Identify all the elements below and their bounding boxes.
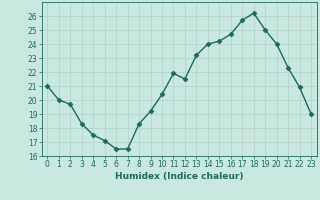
X-axis label: Humidex (Indice chaleur): Humidex (Indice chaleur) [115, 172, 244, 181]
